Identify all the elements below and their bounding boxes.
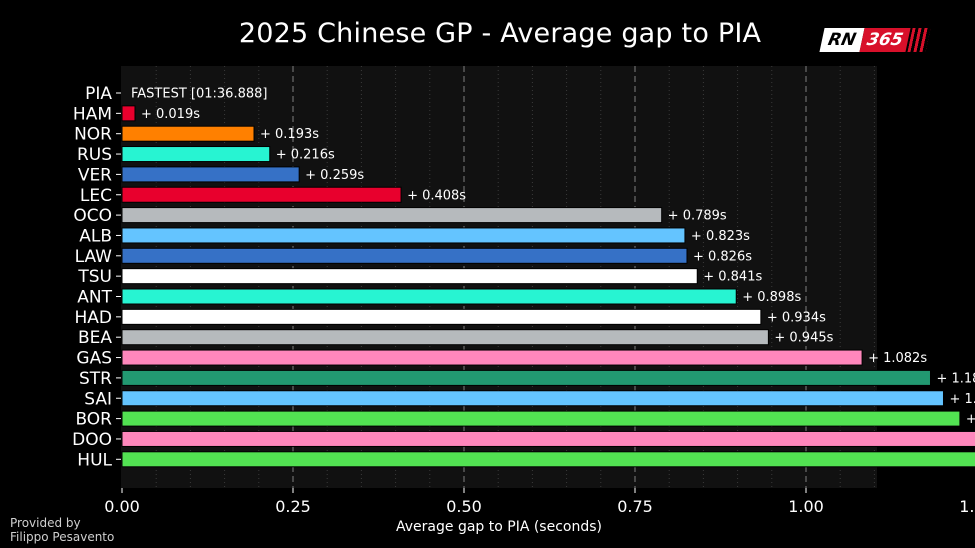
bar-bor xyxy=(121,410,961,427)
bar-lec xyxy=(121,186,402,203)
x-tick-label: 1.25 xyxy=(959,497,975,516)
bar-doo xyxy=(121,430,975,447)
y-tick-label-bea: BEA xyxy=(78,328,112,348)
rn365-logo: RN 365 xyxy=(819,25,931,55)
logo-rn-text: RN xyxy=(819,28,865,52)
y-tick-label-ver: VER xyxy=(78,165,112,185)
bar-label-rus: + 0.216s xyxy=(276,148,335,163)
bar-label-oco: + 0.789s xyxy=(668,209,727,224)
bar-oco xyxy=(121,207,663,224)
y-tick-label-law: LAW xyxy=(75,247,113,267)
y-tick-label-doo: DOO xyxy=(72,430,112,450)
bar-ham xyxy=(121,105,136,122)
bar-label-lec: + 0.408s xyxy=(407,188,466,203)
credit-line-2: Filippo Pesavento xyxy=(10,530,115,544)
bar-alb xyxy=(121,227,686,244)
x-tick-label: 0.00 xyxy=(104,497,140,516)
y-tick-label-alb: ALB xyxy=(79,226,112,246)
bar-gas xyxy=(121,349,863,366)
x-axis-label: Average gap to PIA (seconds) xyxy=(396,519,602,535)
bar-sai xyxy=(121,390,944,407)
bar-label-pia: FASTEST [01:36.888] xyxy=(131,87,267,102)
bar-label-alb: + 0.823s xyxy=(691,229,750,244)
bar-ant xyxy=(121,288,737,305)
y-tick-label-tsu: TSU xyxy=(77,267,112,287)
y-tick-label-hul: HUL xyxy=(77,450,112,470)
y-tick-label-had: HAD xyxy=(74,308,112,328)
y-tick-label-str: STR xyxy=(79,369,112,389)
bar-ver xyxy=(121,166,300,183)
x-tick-label: 0.25 xyxy=(275,497,311,516)
x-axis-ticks: 0.000.250.500.751.001.251.501.752.00 xyxy=(104,488,975,516)
y-axis-ticks: PIAHAMNORRUSVERLECOCOALBLAWTSUANTHADBEAG… xyxy=(72,84,121,470)
y-tick-label-rus: RUS xyxy=(77,145,112,165)
y-tick-label-pia: PIA xyxy=(85,84,112,104)
bar-law xyxy=(121,247,688,264)
y-tick-label-lec: LEC xyxy=(80,186,112,206)
bar-label-ham: + 0.019s xyxy=(141,107,200,122)
bar-label-str: + 1.182s xyxy=(936,371,975,386)
bar-str xyxy=(121,369,931,386)
y-tick-label-ant: ANT xyxy=(77,288,112,308)
x-tick-label: 1.00 xyxy=(788,497,824,516)
bar-label-bor: + 1.225s xyxy=(966,412,975,427)
credit-line-1: Provided by xyxy=(10,516,81,530)
bar-nor xyxy=(121,125,255,142)
chart-title: 2025 Chinese GP - Average gap to PIA xyxy=(238,18,762,49)
x-tick-label: 0.75 xyxy=(617,497,653,516)
bar-tsu xyxy=(121,268,698,285)
y-tick-label-gas: GAS xyxy=(76,349,112,369)
y-tick-label-oco: OCO xyxy=(73,206,112,226)
y-tick-label-sai: SAI xyxy=(84,389,112,409)
bar-bea xyxy=(121,329,769,346)
bar-label-had: + 0.934s xyxy=(767,310,826,325)
y-tick-label-ham: HAM xyxy=(73,104,112,124)
bar-label-sai: + 1.201s xyxy=(949,392,975,407)
credit: Provided by Filippo Pesavento xyxy=(10,516,114,544)
bar-rus xyxy=(121,146,271,163)
bar-value-labels: FASTEST [01:36.888] + 0.019s + 0.193s + 0.2… xyxy=(131,87,975,428)
bars xyxy=(121,105,975,468)
bar-label-bea: + 0.945s xyxy=(774,331,833,346)
bar-label-ver: + 0.259s xyxy=(305,168,364,183)
bar-label-law: + 0.826s xyxy=(693,249,752,264)
x-tick-label: 0.50 xyxy=(446,497,482,516)
bar-had xyxy=(121,308,762,325)
y-tick-label-nor: NOR xyxy=(74,125,112,145)
logo-stripes xyxy=(907,28,931,52)
bar-label-ant: + 0.898s xyxy=(742,290,801,305)
bar-label-tsu: + 0.841s xyxy=(703,270,762,285)
bar-label-gas: + 1.082s xyxy=(868,351,927,366)
y-tick-label-bor: BOR xyxy=(75,410,112,430)
bar-label-nor: + 0.193s xyxy=(260,127,319,142)
logo-365-text: 365 xyxy=(859,28,911,52)
bar-hul xyxy=(121,451,975,468)
